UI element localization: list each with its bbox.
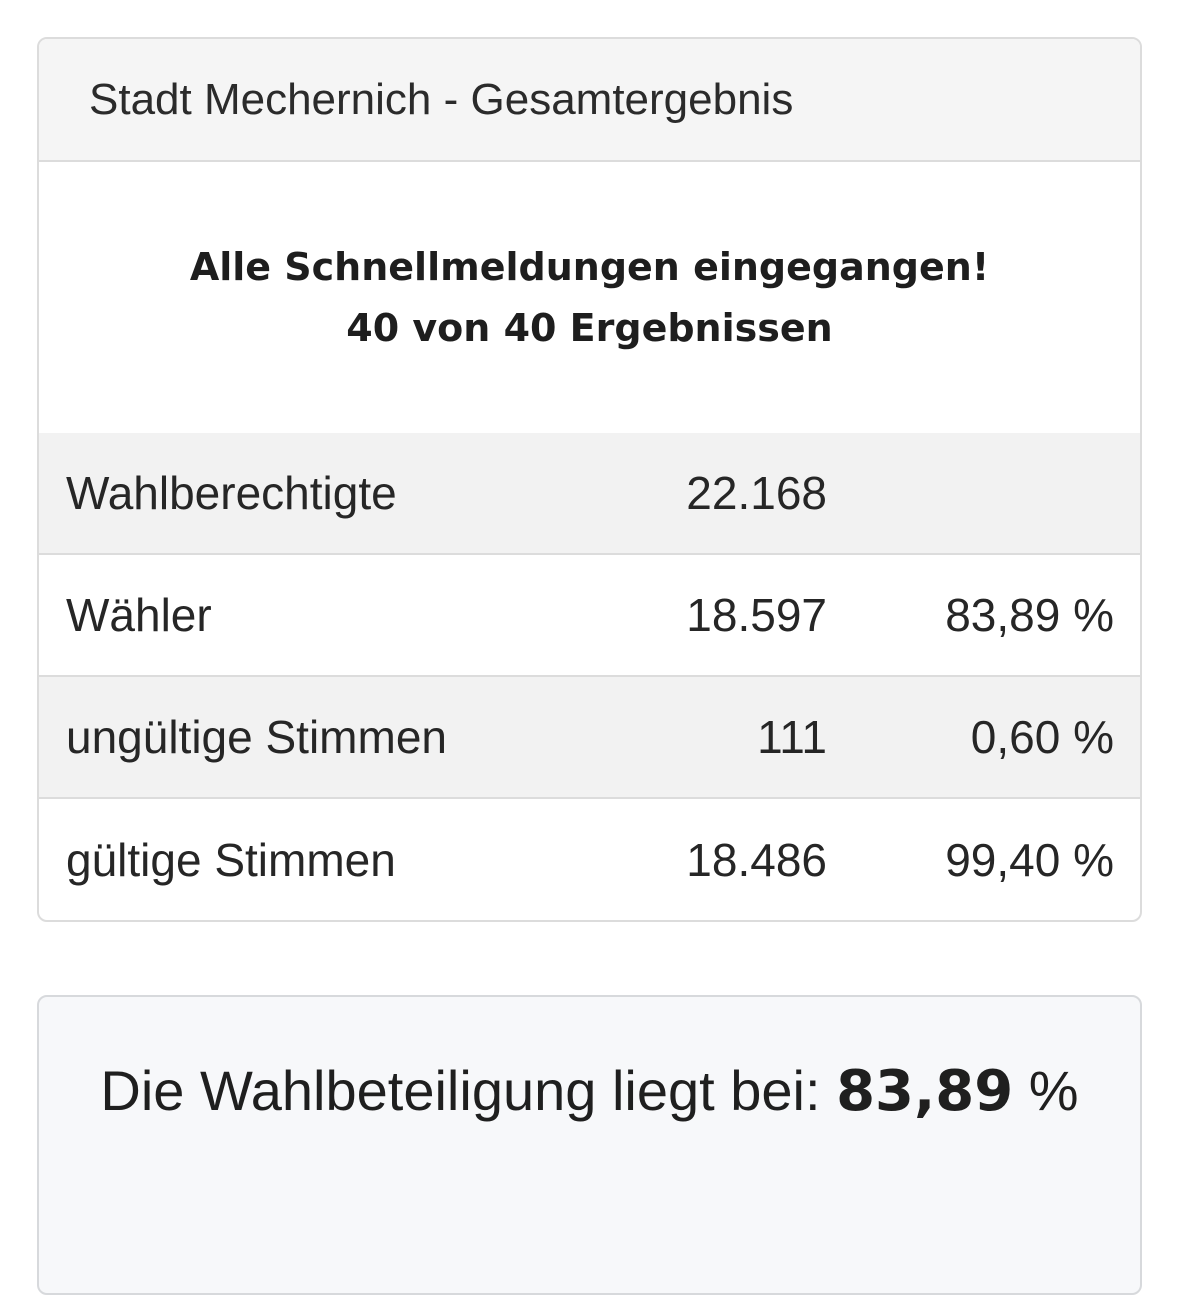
- row-label: Wähler: [66, 589, 212, 641]
- stats-table: Wahlberechtigte 22.168 Wähler 18.597 83,…: [39, 433, 1140, 920]
- row-value: 22.168: [686, 467, 827, 519]
- turnout-summary: Die Wahlbeteiligung liegt bei: 83,89 %: [37, 995, 1142, 1295]
- table-row: ungültige Stimmen 111 0,60 %: [39, 677, 1140, 799]
- table-row: gültige Stimmen 18.486 99,40 %: [39, 799, 1140, 920]
- card-header: Stadt Mechernich - Gesamtergebnis: [39, 39, 1140, 162]
- turnout-prefix: Die Wahlbeteiligung liegt bei:: [100, 1059, 837, 1122]
- table-row: Wahlberechtigte 22.168: [39, 433, 1140, 555]
- status-message: Alle Schnellmeldungen eingegangen!: [189, 244, 990, 289]
- row-percent: 0,60 %: [970, 711, 1114, 763]
- reporting-status: Alle Schnellmeldungen eingegangen! 40 vo…: [39, 162, 1140, 433]
- table-row: Wähler 18.597 83,89 %: [39, 555, 1140, 677]
- page-title: Stadt Mechernich - Gesamtergebnis: [89, 74, 794, 124]
- results-card: Stadt Mechernich - Gesamtergebnis Alle S…: [37, 37, 1142, 922]
- row-label: ungültige Stimmen: [66, 711, 447, 763]
- row-label: gültige Stimmen: [66, 834, 396, 886]
- turnout-value: 83,89: [836, 1059, 1014, 1124]
- row-label: Wahlberechtigte: [66, 467, 397, 519]
- row-percent: 99,40 %: [945, 834, 1114, 886]
- row-percent: 83,89 %: [945, 589, 1114, 641]
- row-value: 18.597: [686, 589, 827, 641]
- row-value: 18.486: [686, 834, 827, 886]
- turnout-unit: %: [1028, 1059, 1079, 1122]
- row-value: 111: [757, 711, 827, 763]
- status-count: 40 von 40 Ergebnissen: [346, 305, 833, 350]
